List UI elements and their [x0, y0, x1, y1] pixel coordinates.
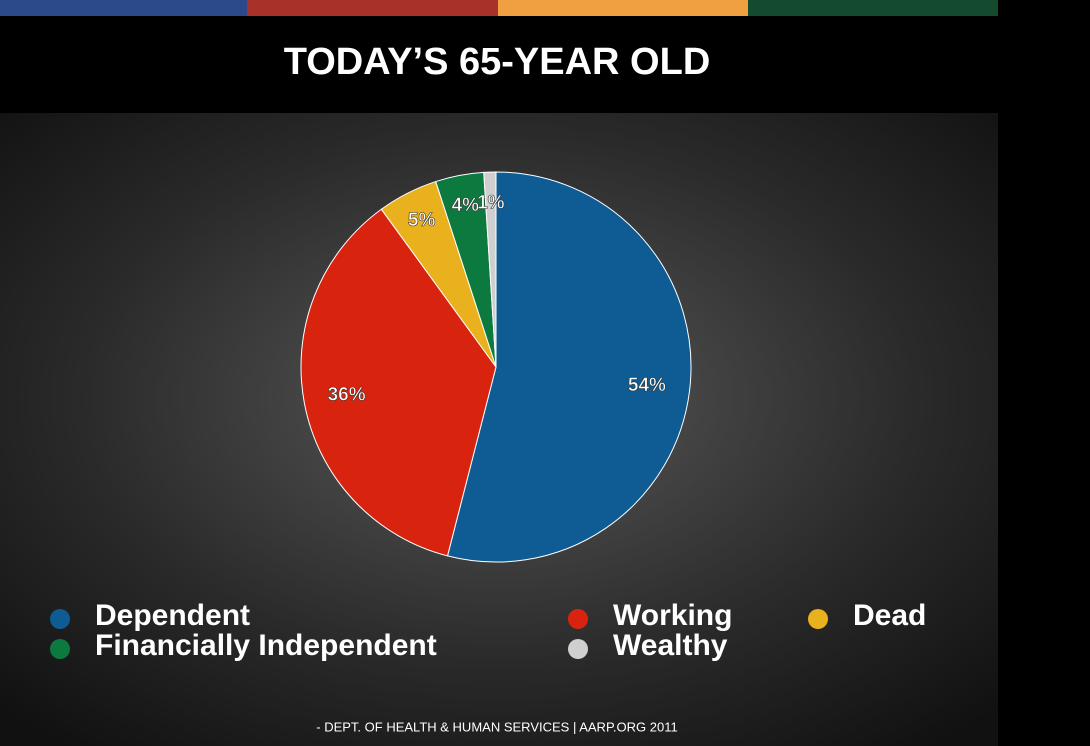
- legend-marker: [568, 639, 588, 659]
- legend-label: Financially Independent: [95, 629, 437, 662]
- pie-slice: [483, 171, 497, 368]
- color-bar: [0, 0, 247, 16]
- legend-marker: [808, 609, 828, 629]
- slice-label: 1%: [477, 192, 505, 213]
- color-bar: [748, 0, 998, 16]
- pie: 54% 36% 5% 4%1%: [300, 171, 692, 563]
- legend-marker: [568, 609, 588, 629]
- slice-label: 36%: [328, 385, 366, 406]
- color-bar: [247, 0, 498, 16]
- source: - DEPT. OF HEALTH & HUMAN SERVICES | AAR…: [316, 719, 677, 734]
- legend-marker: [50, 639, 70, 659]
- legend: Dependent Working Dead Financially Independ…: [50, 599, 926, 662]
- chart-title: TODAY’S 65-YEAR OLD: [284, 41, 711, 83]
- legend-label: Working: [613, 599, 732, 632]
- color-bar: [498, 0, 748, 16]
- slice-label: 5%: [408, 210, 436, 231]
- pie-slice: [300, 208, 497, 557]
- slice-label: 54%: [628, 375, 666, 396]
- slice-label: 4%: [452, 195, 480, 216]
- legend-marker: [50, 609, 70, 629]
- legend-label: Dependent: [95, 599, 250, 632]
- legend-label: Dead: [853, 599, 926, 632]
- pie-slice: [446, 171, 692, 563]
- legend-label: Wealthy: [613, 629, 728, 662]
